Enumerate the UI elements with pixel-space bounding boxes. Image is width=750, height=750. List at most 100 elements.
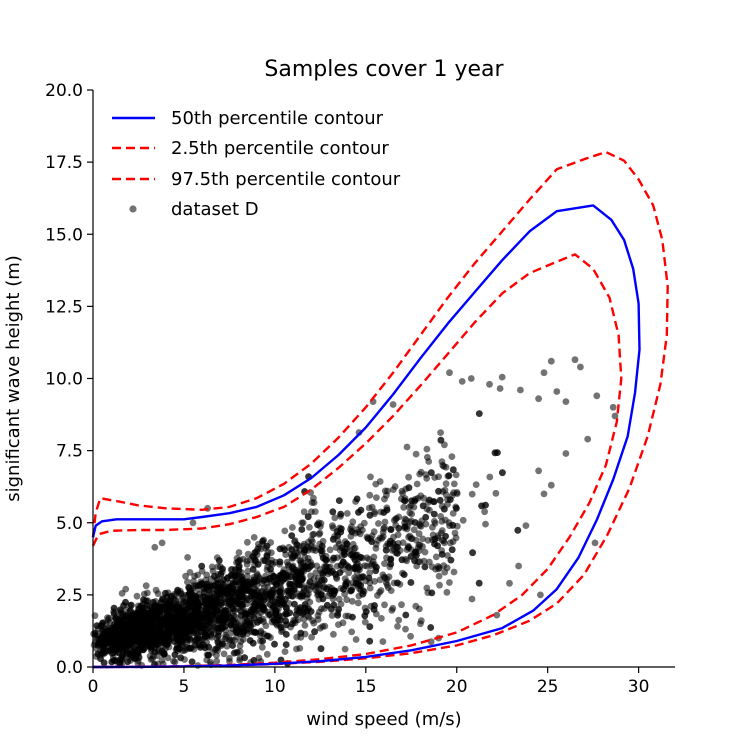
scatter-point	[522, 522, 530, 529]
scatter-point	[394, 550, 401, 557]
scatter-point	[398, 556, 406, 564]
scatter-point	[114, 631, 122, 638]
scatter-point	[116, 639, 124, 647]
scatter-point	[288, 620, 296, 628]
scatter-point	[196, 618, 203, 626]
scatter-point	[307, 536, 315, 543]
scatter-point	[282, 641, 290, 648]
scatter-point	[337, 600, 345, 608]
scatter-point	[301, 563, 309, 570]
scatter-point	[406, 519, 414, 526]
scatter-point	[392, 515, 399, 523]
scatter-point	[299, 611, 306, 618]
scatter-point	[225, 599, 233, 607]
scatter-point	[231, 572, 239, 580]
scatter-point	[448, 453, 456, 460]
scatter-point	[224, 610, 232, 618]
scatter-point	[469, 549, 476, 557]
scatter-point	[452, 534, 460, 542]
scatter-point	[123, 612, 131, 620]
scatter-point	[140, 590, 148, 598]
scatter-point	[412, 602, 420, 610]
scatter-point	[486, 380, 493, 388]
scatter-point	[371, 578, 378, 585]
scatter-point	[415, 530, 423, 538]
legend-label: dataset D	[171, 199, 259, 220]
scatter-point	[374, 536, 382, 544]
y-tick-label: 5.0	[56, 514, 83, 534]
scatter-point	[133, 592, 141, 600]
scatter-point	[498, 373, 506, 381]
x-ticks: 0 5 10 15 20 25 30	[88, 667, 649, 697]
scatter-point	[218, 600, 226, 607]
scatter-point	[177, 628, 185, 636]
scatter-point	[366, 637, 374, 645]
scatter-point	[173, 628, 180, 636]
scatter-point	[211, 610, 219, 618]
scatter-point	[148, 623, 156, 631]
scatter-point	[348, 587, 355, 594]
scatter-point	[407, 632, 414, 640]
scatter-point	[216, 590, 223, 598]
scatter-point	[353, 495, 361, 503]
scatter-point	[233, 629, 241, 636]
scatter-point	[229, 642, 237, 649]
scatter-point	[366, 569, 374, 577]
scatter-point	[173, 621, 181, 629]
scatter-point	[363, 554, 371, 562]
scatter-point	[203, 600, 211, 608]
scatter-point	[435, 565, 442, 573]
scatter-point	[399, 539, 407, 546]
scatter-point	[387, 560, 395, 568]
scatter-point	[291, 600, 298, 608]
scatter-point	[381, 524, 388, 531]
scatter-point	[428, 589, 436, 597]
scatter-point	[316, 529, 324, 537]
scatter-point	[317, 645, 325, 653]
scatter-point	[181, 612, 189, 620]
scatter-point	[163, 607, 171, 615]
scatter-point	[330, 554, 337, 562]
scatter-point	[211, 572, 219, 580]
scatter-point	[345, 564, 353, 571]
scatter-point	[435, 487, 442, 495]
scatter-point	[361, 618, 369, 626]
scatter-point	[296, 604, 304, 612]
scatter-point	[447, 556, 455, 564]
scatter-point	[339, 619, 347, 627]
scatter-point	[493, 611, 501, 619]
scatter-point	[468, 490, 476, 498]
legend-item: 50th percentile contour	[112, 108, 384, 129]
scatter-point	[300, 508, 308, 516]
y-tick-label: 20.0	[45, 81, 83, 101]
scatter-point	[310, 619, 318, 627]
scatter-point	[308, 633, 315, 641]
scatter-point	[423, 584, 431, 592]
scatter-point	[421, 548, 429, 556]
scatter-point	[184, 578, 191, 586]
scatter-point	[326, 546, 334, 554]
scatter-point	[173, 616, 181, 624]
scatter-point	[258, 643, 266, 651]
scatter-point	[437, 436, 445, 444]
scatter-point	[299, 592, 306, 600]
scatter-point	[127, 601, 135, 609]
scatter-point	[398, 601, 405, 609]
scatter-point	[282, 617, 290, 625]
scatter-point	[373, 563, 380, 571]
scatter-point	[468, 595, 476, 603]
scatter-point	[130, 637, 137, 645]
scatter-point	[359, 573, 367, 580]
scatter-point	[153, 641, 161, 648]
scatter-point	[311, 628, 318, 636]
scatter-point	[304, 513, 312, 521]
scatter-point	[440, 562, 448, 570]
legend-label: 50th percentile contour	[171, 108, 384, 129]
scatter-point	[342, 612, 350, 620]
scatter-point	[430, 510, 438, 518]
scatter-point	[296, 644, 304, 652]
scatter-point	[219, 565, 226, 573]
scatter-point	[435, 473, 442, 481]
scatter-point	[343, 540, 351, 548]
scatter-point	[422, 471, 430, 479]
